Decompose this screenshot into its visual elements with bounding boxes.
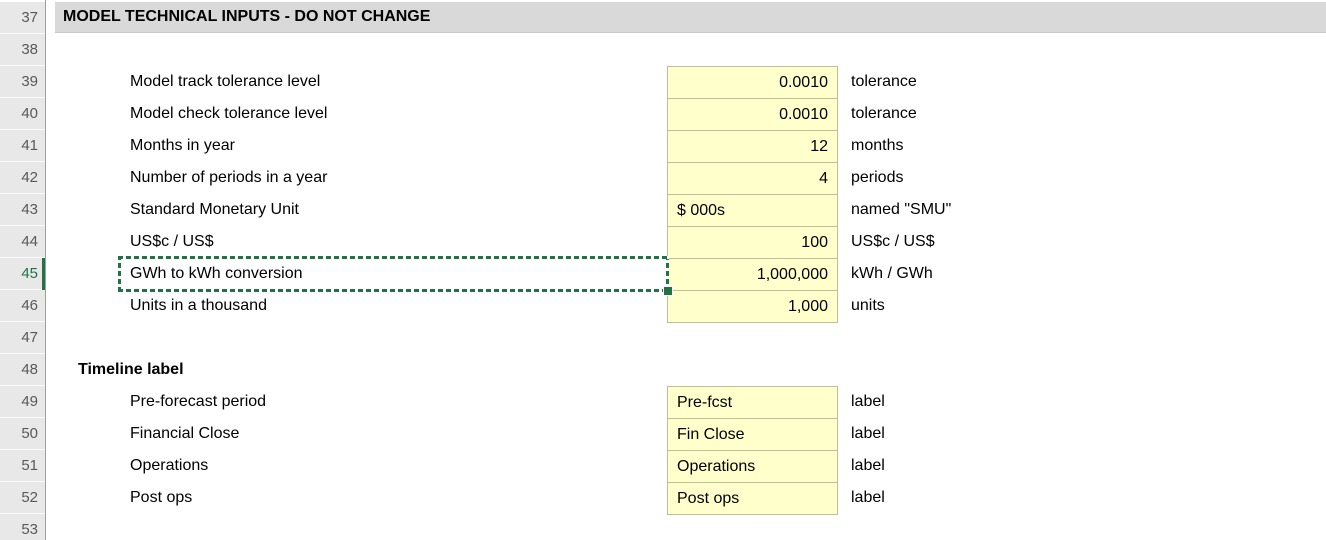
cell-label-standard-monetary-unit[interactable]: Standard Monetary Unit xyxy=(130,201,299,218)
cell-label-operations[interactable]: Operations xyxy=(130,457,209,474)
cell-label-usc-per-usd[interactable]: US$c / US$ xyxy=(130,233,214,250)
unit-usc-per-usd[interactable]: US$c / US$ xyxy=(851,233,935,250)
row-header-47[interactable]: 47 xyxy=(0,322,45,354)
cell-label-gwh-to-kwh[interactable]: GWh to kWh conversion xyxy=(130,265,303,282)
row-header-44[interactable]: 44 xyxy=(0,226,45,258)
input-cell-model-track-tolerance[interactable]: 0.0010 xyxy=(667,66,838,99)
row-header-38[interactable]: 38 xyxy=(0,34,45,66)
cell-label-model-check-tolerance[interactable]: Model check tolerance level xyxy=(130,105,328,122)
row-header-52[interactable]: 52 xyxy=(0,482,45,514)
input-cell-operations-label[interactable]: Operations xyxy=(667,450,838,483)
unit-tolerance-1[interactable]: tolerance xyxy=(851,73,917,90)
row-header-42[interactable]: 42 xyxy=(0,162,45,194)
row-header-39[interactable]: 39 xyxy=(0,66,45,98)
unit-label-1[interactable]: label xyxy=(851,393,885,410)
row-header-41[interactable]: 41 xyxy=(0,130,45,162)
cell-label-months-in-year[interactable]: Months in year xyxy=(130,137,235,154)
cell-label-financial-close[interactable]: Financial Close xyxy=(130,425,240,442)
unit-label-4[interactable]: label xyxy=(851,489,885,506)
row-header-40[interactable]: 40 xyxy=(0,98,45,130)
section-header-band[interactable]: MODEL TECHNICAL INPUTS - DO NOT CHANGE xyxy=(55,2,1326,33)
unit-kwh-per-gwh[interactable]: kWh / GWh xyxy=(851,265,933,282)
timeline-section-title[interactable]: Timeline label xyxy=(78,361,184,378)
input-cell-post-ops-label[interactable]: Post ops xyxy=(667,482,838,515)
row-header-53[interactable]: 53 xyxy=(0,514,45,540)
cell-label-pre-forecast[interactable]: Pre-forecast period xyxy=(130,393,267,410)
row-header-45-selected[interactable]: 45 xyxy=(0,258,45,290)
cell-label-post-ops[interactable]: Post ops xyxy=(130,489,193,506)
row-header-50[interactable]: 50 xyxy=(0,418,45,450)
unit-named-smu[interactable]: named "SMU" xyxy=(851,201,952,218)
row-header-51[interactable]: 51 xyxy=(0,450,45,482)
input-cell-fin-close-label[interactable]: Fin Close xyxy=(667,418,838,451)
unit-label-3[interactable]: label xyxy=(851,457,885,474)
selection-fill-handle[interactable] xyxy=(663,286,673,296)
section-title: MODEL TECHNICAL INPUTS - DO NOT CHANGE xyxy=(63,8,431,25)
input-cell-model-check-tolerance[interactable]: 0.0010 xyxy=(667,98,838,131)
unit-months[interactable]: months xyxy=(851,137,904,154)
row-header-49[interactable]: 49 xyxy=(0,386,45,418)
row-header-37[interactable]: 37 xyxy=(0,2,45,34)
cell-label-periods-in-year[interactable]: Number of periods in a year xyxy=(130,169,328,186)
input-cell-standard-monetary-unit[interactable]: $ 000s xyxy=(667,194,838,227)
input-cell-pre-fcst-label[interactable]: Pre-fcst xyxy=(667,386,838,419)
row-header-43[interactable]: 43 xyxy=(0,194,45,226)
unit-tolerance-2[interactable]: tolerance xyxy=(851,105,917,122)
row-header-48[interactable]: 48 xyxy=(0,354,45,386)
input-cell-gwh-to-kwh[interactable]: 1,000,000 xyxy=(667,258,838,291)
row-header-46[interactable]: 46 xyxy=(0,290,45,322)
input-cell-usc-per-usd[interactable]: 100 xyxy=(667,226,838,259)
row-header-gutter: 37 38 39 40 41 42 43 44 45 46 47 48 49 5… xyxy=(0,0,46,540)
cell-label-model-track-tolerance[interactable]: Model track tolerance level xyxy=(130,73,321,90)
cell-label-units-in-thousand[interactable]: Units in a thousand xyxy=(130,297,267,314)
unit-label-2[interactable]: label xyxy=(851,425,885,442)
selected-row-marker xyxy=(42,258,45,290)
unit-periods[interactable]: periods xyxy=(851,169,904,186)
input-cell-periods-in-year[interactable]: 4 xyxy=(667,162,838,195)
input-cell-units-in-thousand[interactable]: 1,000 xyxy=(667,290,838,323)
row-number-45: 45 xyxy=(21,265,38,282)
unit-units[interactable]: units xyxy=(851,297,885,314)
input-cell-months-in-year[interactable]: 12 xyxy=(667,130,838,163)
